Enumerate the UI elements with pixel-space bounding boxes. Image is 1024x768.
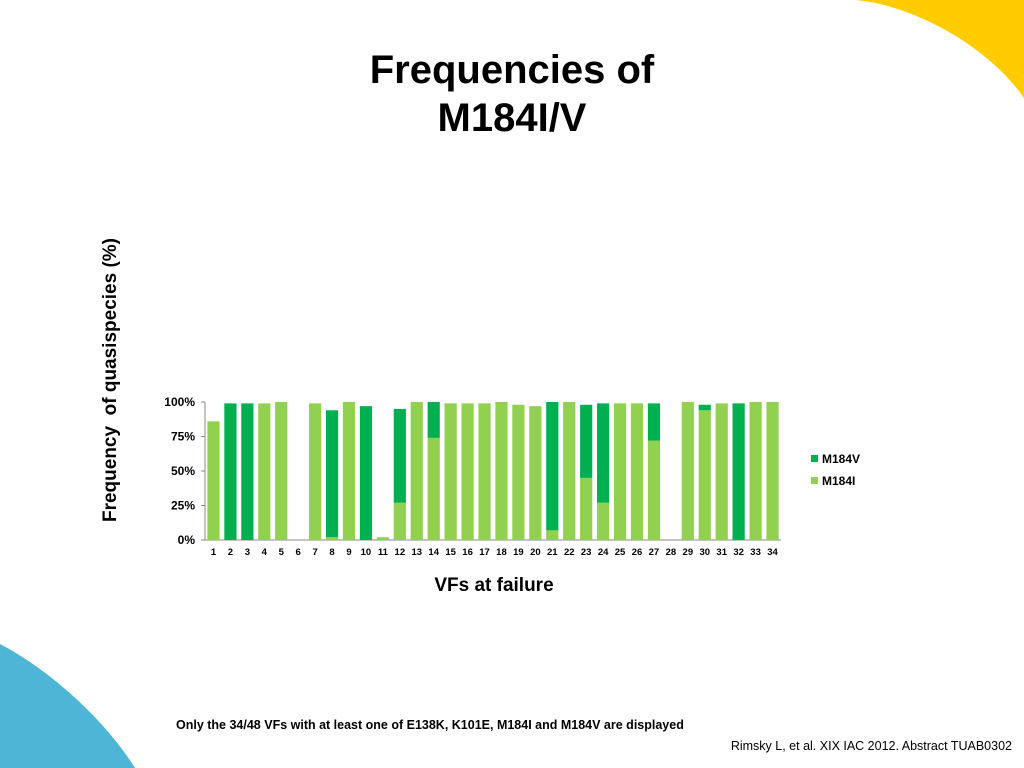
x-tick-label: 32	[733, 547, 744, 558]
bar-m184v-2	[224, 403, 237, 540]
slide-title-line-1: Frequencies of	[369, 48, 655, 92]
bar-m184v-8	[325, 410, 339, 538]
x-tick-label: 18	[496, 547, 507, 558]
bar-m184v-30	[698, 404, 711, 411]
x-tick-label: 22	[564, 547, 575, 558]
citation: Rimsky L, et al. XIX IAC 2012. Abstract …	[730, 739, 1012, 753]
x-tick-label: 28	[666, 547, 677, 558]
bar-m184i-14	[427, 437, 440, 540]
y-tick-label: 25%	[171, 499, 195, 513]
x-tick-label: 9	[346, 547, 351, 558]
corner-swoosh-yellow	[855, 0, 1024, 98]
bar-m184v-27	[647, 403, 661, 441]
bar-m184i-1	[207, 421, 220, 540]
x-tick-label: 30	[699, 547, 710, 558]
bar-m184i-34	[766, 402, 779, 540]
x-tick-label: 20	[530, 547, 541, 558]
x-tick-label: 13	[411, 547, 422, 558]
x-tick-label: 12	[395, 547, 406, 558]
x-tick-label: 24	[598, 547, 609, 558]
bar-m184i-15	[444, 403, 457, 540]
x-tick-label: 34	[767, 547, 778, 558]
x-tick-label: 26	[632, 547, 643, 558]
x-tick-label: 8	[329, 547, 334, 558]
x-tick-label: 14	[428, 547, 439, 558]
bar-m184v-10	[359, 406, 373, 540]
x-tick-label: 29	[683, 547, 694, 558]
bar-m184i-7	[309, 403, 322, 540]
bar-m184i-25	[613, 403, 627, 540]
x-tick-label: 31	[716, 547, 727, 558]
bar-m184i-30	[698, 410, 711, 540]
bar-m184v-24	[597, 403, 610, 503]
bar-m184i-13	[410, 402, 423, 540]
y-tick-label: 100%	[164, 395, 195, 409]
x-tick-label: 19	[513, 547, 524, 558]
bar-m184i-11	[376, 537, 389, 540]
legend-swatch-m184v	[811, 455, 818, 462]
x-tick-label: 16	[462, 547, 473, 558]
bar-m184i-9	[342, 402, 356, 540]
y-tick-label: 50%	[171, 464, 195, 478]
x-tick-label: 2	[228, 547, 233, 558]
bar-m184i-26	[630, 403, 644, 540]
x-tick-label: 15	[445, 547, 456, 558]
x-tick-label: 5	[279, 547, 285, 558]
bar-m184i-33	[749, 402, 762, 540]
y-tick-label: 75%	[171, 430, 195, 444]
x-tick-label: 21	[547, 547, 558, 558]
x-tick-label: 3	[245, 547, 250, 558]
bar-m184i-24	[597, 502, 610, 540]
bar-m184v-32	[732, 403, 745, 540]
x-tick-label: 33	[750, 547, 761, 558]
bar-m184i-27	[647, 440, 661, 540]
x-tick-label: 4	[262, 547, 268, 558]
bar-m184i-19	[512, 404, 525, 540]
bar-m184i-18	[495, 402, 508, 540]
y-tick-label: 0%	[178, 533, 196, 547]
bar-m184v-12	[393, 408, 406, 503]
bar-m184i-8	[325, 537, 339, 540]
bar-m184i-12	[393, 502, 406, 540]
slide-title: Frequencies of M184I/V	[0, 46, 1024, 142]
bar-m184v-14	[427, 402, 440, 438]
bar-m184i-23	[580, 477, 593, 540]
slide-title-line-2: M184I/V	[437, 96, 587, 140]
x-tick-label: 1	[211, 547, 217, 558]
bar-m184i-5	[275, 402, 288, 540]
x-tick-label: 17	[479, 547, 490, 558]
bar-m184i-4	[258, 403, 271, 540]
x-axis-title: VFs at failure	[434, 575, 554, 596]
bar-m184i-17	[478, 403, 491, 540]
footnote: Only the 34/48 VFs with at least one of …	[176, 718, 684, 732]
bar-m184v-3	[241, 403, 254, 540]
bar-m184i-31	[715, 403, 728, 540]
legend-label-m184i: M184I	[822, 474, 855, 488]
x-tick-label: 10	[361, 547, 372, 558]
bar-m184v-23	[580, 404, 593, 478]
bar-m184i-29	[681, 402, 694, 540]
x-tick-label: 7	[312, 547, 317, 558]
x-tick-label: 11	[378, 547, 389, 558]
bar-m184i-20	[529, 406, 542, 540]
legend-swatch-m184i	[811, 477, 818, 484]
corner-swoosh-blue	[0, 644, 135, 768]
bar-m184v-21	[546, 402, 559, 531]
legend-label-m184v: M184V	[822, 452, 860, 466]
bar-m184i-21	[546, 530, 559, 540]
bar-m184i-16	[461, 403, 474, 540]
x-tick-label: 25	[615, 547, 626, 558]
x-tick-label: 6	[296, 547, 301, 558]
bar-m184i-22	[563, 402, 576, 540]
x-tick-label: 27	[649, 547, 660, 558]
x-tick-label: 23	[581, 547, 592, 558]
